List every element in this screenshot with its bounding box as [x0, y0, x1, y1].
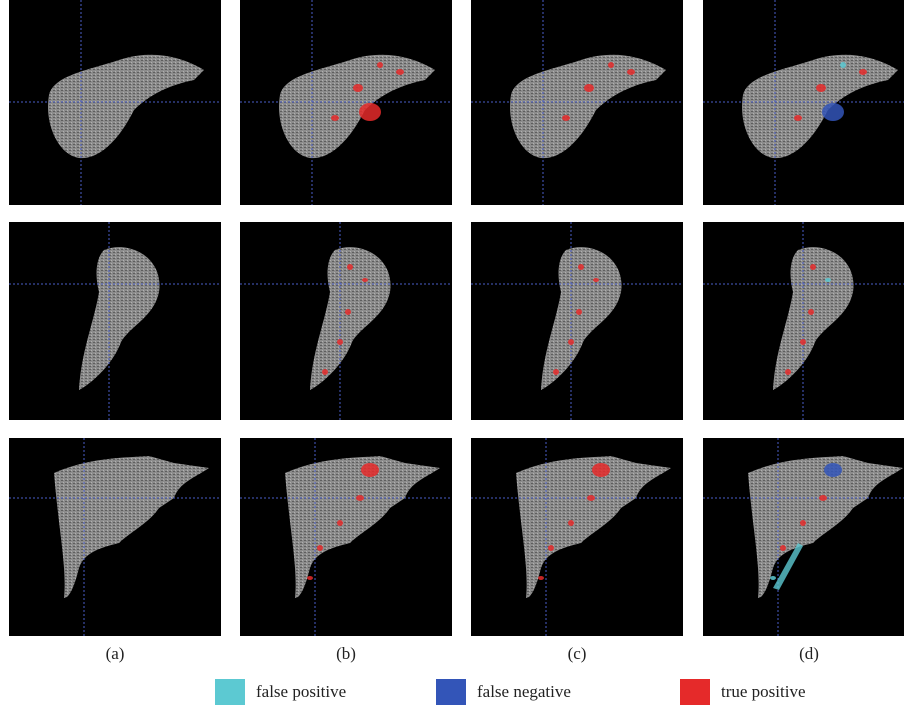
image-panel	[703, 0, 904, 205]
segmentation-spot	[780, 545, 786, 551]
segmentation-spot	[548, 545, 554, 551]
segmentation-spot	[576, 309, 582, 315]
legend-swatch	[680, 679, 710, 705]
segmentation-spot	[819, 495, 827, 501]
segmentation-spot	[568, 339, 574, 345]
segmentation-spot	[593, 278, 599, 282]
image-panel	[9, 438, 221, 636]
segmentation-spot	[800, 520, 806, 526]
image-panel	[471, 0, 683, 205]
segmentation-spot	[794, 115, 802, 121]
segmentation-spot	[356, 495, 364, 501]
image-panel	[703, 438, 904, 636]
segmentation-spot	[824, 463, 842, 477]
segmentation-spot	[584, 84, 594, 92]
image-panel	[471, 222, 683, 420]
segmentation-spot	[822, 103, 844, 121]
segmentation-spot	[608, 62, 614, 68]
legend-label: true positive	[721, 682, 806, 701]
segmentation-spot	[345, 309, 351, 315]
panel-caption: (c)	[568, 644, 587, 663]
image-panel	[240, 222, 452, 420]
segmentation-spot	[317, 545, 323, 551]
image-panel	[9, 0, 221, 205]
segmentation-spot	[587, 495, 595, 501]
image-panel	[240, 438, 452, 636]
legend-label: false negative	[477, 682, 571, 701]
segmentation-spot	[592, 463, 610, 477]
segmentation-spot	[337, 520, 343, 526]
segmentation-spot	[307, 576, 313, 580]
segmentation-spot	[337, 339, 343, 345]
segmentation-spot	[800, 339, 806, 345]
segmentation-spot	[825, 278, 831, 282]
segmentation-spot	[562, 115, 570, 121]
segmentation-spot	[840, 62, 846, 68]
legend-swatch	[215, 679, 245, 705]
segmentation-spot	[331, 115, 339, 121]
segmentation-spot	[816, 84, 826, 92]
segmentation-spot	[359, 103, 381, 121]
image-panel	[240, 0, 452, 205]
segmentation-spot	[353, 84, 363, 92]
segmentation-spot	[347, 264, 353, 270]
panel-caption: (d)	[799, 644, 819, 663]
segmentation-spot	[361, 463, 379, 477]
segmentation-spot	[538, 576, 544, 580]
segmentation-spot	[396, 69, 404, 75]
image-panel	[703, 222, 904, 420]
segmentation-spot	[578, 264, 584, 270]
segmentation-spot	[553, 369, 559, 375]
legend-swatch	[436, 679, 466, 705]
panel-caption: (b)	[336, 644, 356, 663]
segmentation-spot	[627, 69, 635, 75]
legend-label: false positive	[256, 682, 346, 701]
segmentation-spot	[322, 369, 328, 375]
segmentation-spot	[785, 369, 791, 375]
image-panel	[471, 438, 683, 636]
panel-caption: (a)	[106, 644, 125, 663]
segmentation-spot	[568, 520, 574, 526]
image-panel	[9, 222, 221, 420]
figure: (a) (b) (c) (d) false positive false negative…	[0, 0, 904, 707]
segmentation-spot	[859, 69, 867, 75]
segmentation-spot	[362, 278, 368, 282]
segmentation-spot	[808, 309, 814, 315]
segmentation-spot	[377, 62, 383, 68]
segmentation-spot	[770, 576, 776, 580]
segmentation-spot	[810, 264, 816, 270]
